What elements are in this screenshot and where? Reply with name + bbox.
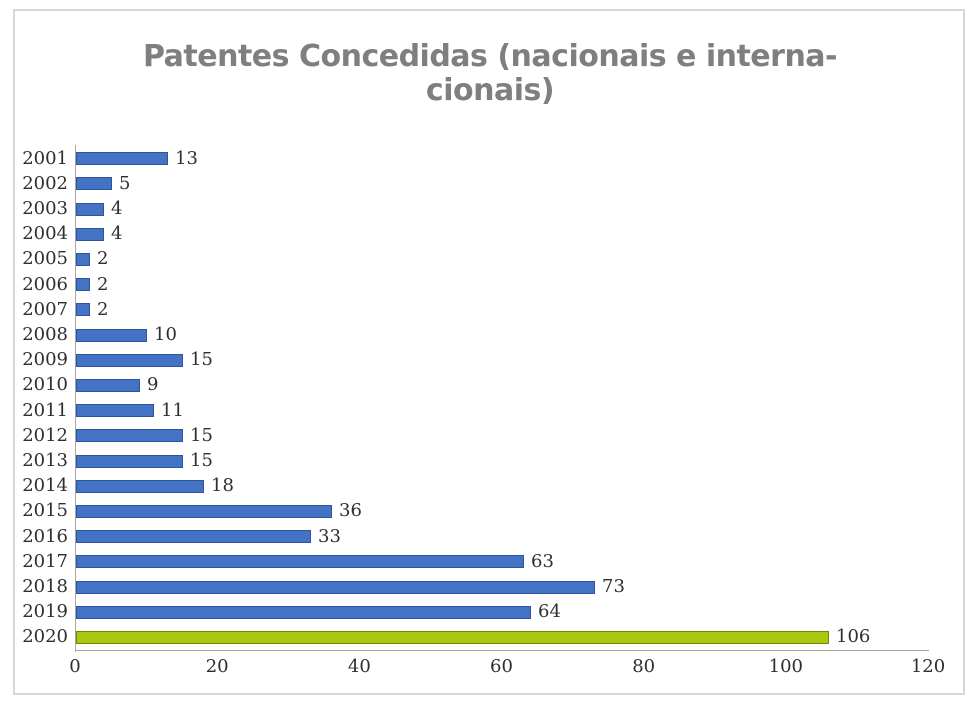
y-axis-label: 2017 — [22, 550, 68, 572]
data-label: 15 — [190, 349, 213, 371]
bar — [76, 479, 204, 493]
y-axis-label: 2016 — [22, 525, 68, 547]
x-axis-tick-label: 40 — [347, 656, 371, 677]
data-label: 36 — [339, 500, 362, 522]
x-axis-tick-label: 0 — [69, 656, 81, 677]
y-axis-label: 2002 — [22, 172, 68, 194]
x-axis-tick-label: 20 — [205, 656, 229, 677]
data-label: 5 — [119, 172, 131, 194]
data-label: 2 — [97, 298, 109, 320]
y-axis-label: 2005 — [22, 248, 68, 270]
data-label: 63 — [531, 550, 554, 572]
x-axis-tick-label: 80 — [632, 656, 656, 677]
y-axis-label: 2013 — [22, 450, 68, 471]
bar — [76, 530, 311, 544]
chart-title: Patentes Concedidas (nacionais e interna… — [40, 40, 940, 108]
data-label: 9 — [147, 374, 159, 396]
y-axis-label: 2012 — [22, 424, 68, 446]
bar — [76, 580, 595, 594]
bar — [76, 353, 183, 367]
bar — [76, 605, 531, 619]
data-label: 64 — [538, 601, 561, 623]
bar — [76, 303, 90, 317]
bar — [76, 177, 112, 191]
x-axis-tick-label: 60 — [490, 656, 513, 677]
y-axis-label: 2014 — [22, 475, 68, 497]
data-label: 2 — [97, 248, 109, 270]
bar — [76, 404, 154, 418]
y-axis-line — [75, 145, 76, 652]
data-label: 106 — [836, 626, 871, 648]
bar — [76, 202, 104, 216]
data-label: 15 — [190, 424, 213, 446]
data-label: 10 — [154, 324, 177, 345]
bar — [76, 504, 332, 518]
y-axis-label: 2001 — [22, 147, 68, 169]
y-axis-label: 2018 — [22, 576, 68, 597]
chart-title-line-2: cionais) — [425, 73, 555, 108]
y-axis-label: 2007 — [22, 298, 68, 320]
bar — [76, 328, 147, 342]
bar — [76, 278, 90, 292]
x-axis-tick-label: 120 — [910, 656, 946, 677]
y-axis-label: 2003 — [22, 198, 68, 219]
y-axis-label: 2004 — [22, 223, 68, 245]
y-axis-label: 2020 — [22, 626, 68, 648]
data-label: 18 — [211, 475, 234, 497]
bar — [76, 252, 90, 266]
bar — [76, 152, 168, 166]
data-label: 15 — [190, 450, 213, 471]
y-axis-label: 2008 — [22, 324, 68, 345]
data-label: 2 — [97, 273, 109, 295]
y-axis-label: 2006 — [22, 273, 68, 295]
x-axis-tick-label: 100 — [768, 656, 803, 677]
data-label: 73 — [602, 576, 625, 597]
bar — [76, 429, 183, 443]
data-label: 33 — [318, 525, 341, 547]
y-axis-label: 2019 — [22, 601, 68, 623]
x-axis-line — [75, 650, 929, 651]
bar — [76, 555, 524, 569]
bar — [76, 378, 140, 392]
chart-title-line-1: Patentes Concedidas (nacionais e interna… — [143, 39, 838, 74]
bar — [76, 227, 104, 241]
bar — [76, 454, 183, 468]
data-label: 4 — [111, 198, 123, 219]
data-label: 13 — [175, 147, 198, 169]
y-axis-label: 2015 — [22, 500, 68, 522]
bar-highlight — [76, 630, 829, 644]
y-axis-label: 2011 — [22, 399, 68, 421]
data-label: 4 — [111, 223, 123, 245]
y-axis-label: 2009 — [22, 349, 68, 371]
data-label: 11 — [161, 399, 184, 421]
y-axis-label: 2010 — [22, 374, 68, 396]
